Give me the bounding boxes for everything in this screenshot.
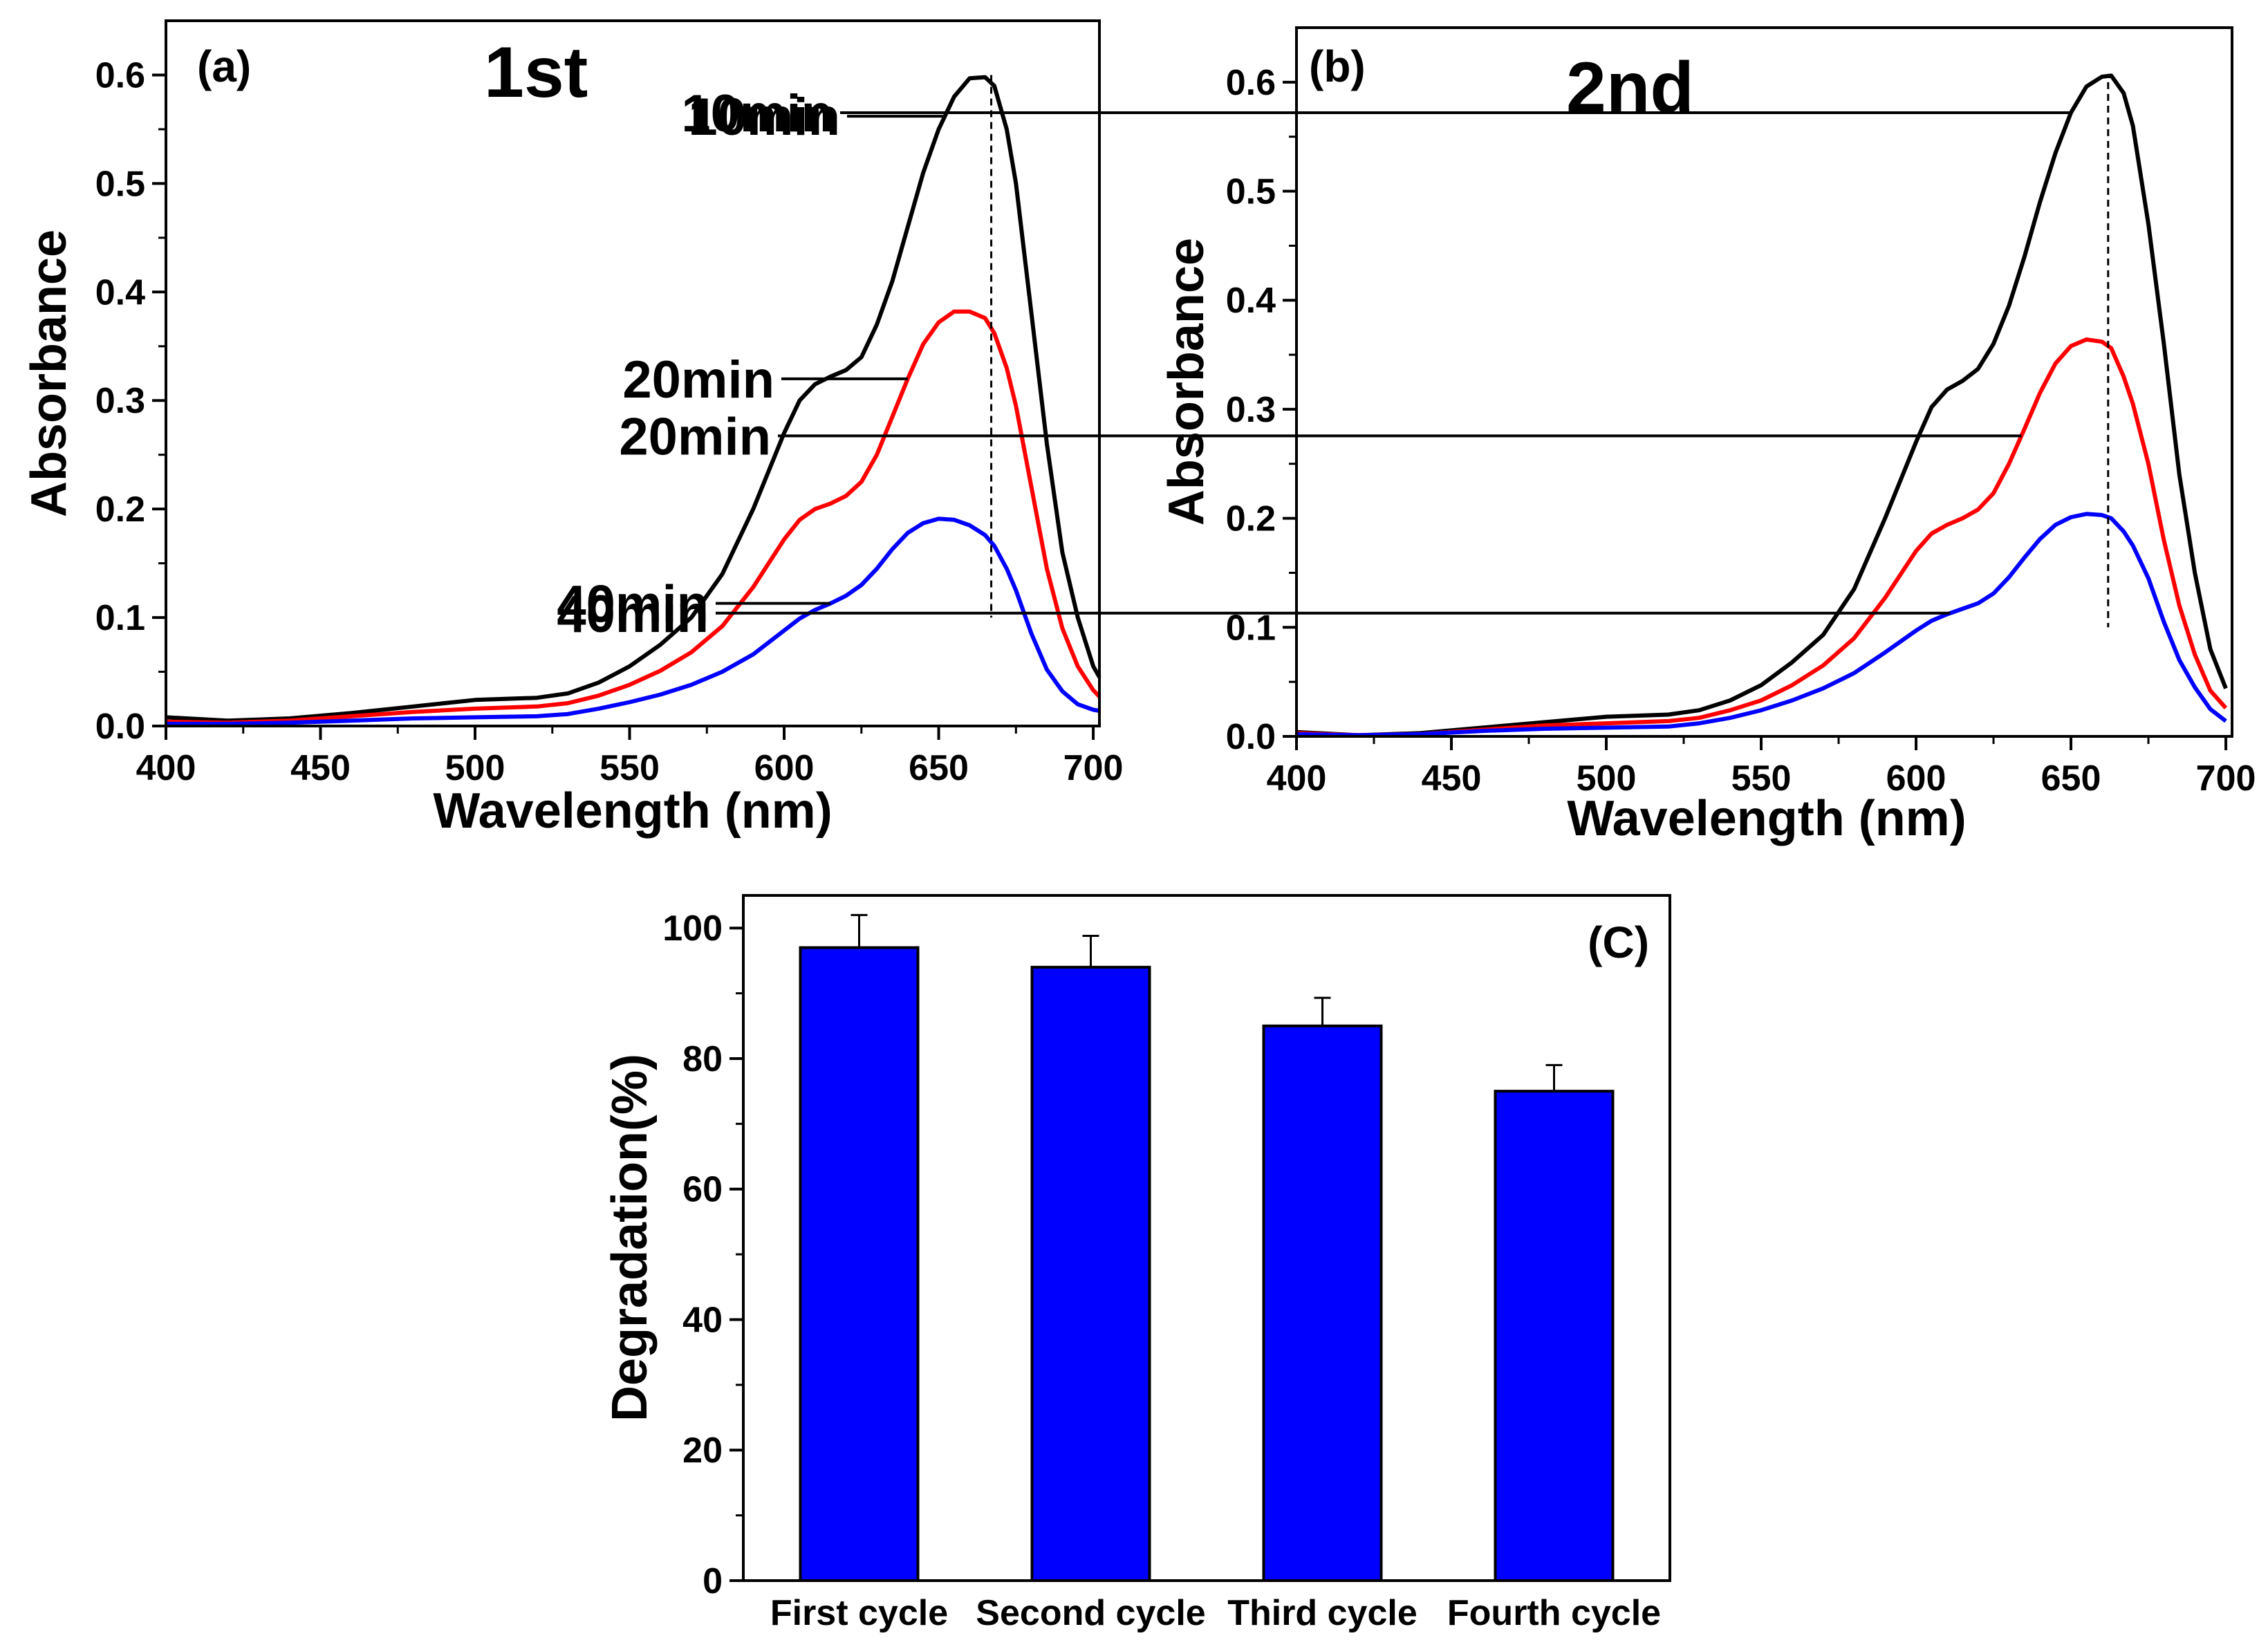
x-tick-label: 450 [1422, 759, 1482, 799]
x-tick-label: 400 [1267, 759, 1327, 799]
annotation-label-20min: 20min [622, 351, 774, 409]
series-line-10min [1296, 73, 2228, 738]
x-tick-label: 500 [1577, 759, 1637, 799]
y-axis-title: Absorbance [1159, 238, 1214, 525]
y-axis-title: Degradation(%) [602, 1054, 658, 1422]
panel-b-absorbance-2nd: 400 450 500 550 600 650 700 0.0 0.1 0.2 0.3 0.4 0.5 0… [557, 26, 2256, 846]
y-tick-label: 0.5 [1226, 172, 1276, 212]
x-tick-label: 650 [909, 748, 969, 788]
x-axis-title: Wavelength (nm) [1567, 791, 1966, 846]
x-tick-label: 600 [1886, 759, 1946, 799]
bar-4 [1494, 1090, 1615, 1582]
x-tick-label: 400 [136, 748, 196, 788]
x-tick-label: 550 [1731, 759, 1792, 799]
bar-1 [799, 946, 920, 1582]
plot-frame [165, 19, 1101, 727]
annotation-label-40min: 40min [557, 575, 709, 634]
category-label: Second cycle [976, 1593, 1205, 1633]
y-tick-label: 20 [682, 1431, 723, 1471]
bar-3 [1262, 1024, 1383, 1583]
y-tick-label: 40 [682, 1300, 723, 1340]
plot-frame [742, 894, 1671, 1582]
y-tick-label: 0 [703, 1561, 723, 1601]
panel-letter: (C) [1588, 918, 1649, 967]
y-tick-label: 0.3 [1226, 390, 1276, 430]
series-line-20min [165, 309, 1102, 725]
y-tick-label: 0.1 [95, 598, 145, 638]
bar-2 [1030, 965, 1151, 1583]
category-label: Fourth cycle [1447, 1593, 1661, 1633]
category-label: First cycle [770, 1593, 948, 1633]
x-tick-label: 500 [445, 748, 505, 788]
x-tick-label: 550 [599, 748, 660, 788]
y-tick-label: 100 [662, 909, 723, 949]
panel-c-degradation-bars: First cycle Second cycle Third cycle Fourth… [602, 894, 1671, 1633]
panel-title: 1st [484, 32, 588, 113]
x-tick-label: 700 [2196, 759, 2256, 799]
panel-a-absorbance-1st: 400 450 500 550 600 650 700 0.0 0.1 0.2 0.3 0.4 0.5 0… [21, 19, 1124, 839]
series-line-40min [1296, 512, 2227, 738]
annotation-label-10min: 10min [681, 84, 833, 143]
y-axis-title: Absorbance [21, 230, 77, 517]
y-tick-label: 60 [682, 1170, 723, 1210]
annotation-label-10min: 10min [688, 88, 840, 147]
annotation-label-40min: 40min [557, 585, 709, 644]
y-tick-label: 0.2 [1226, 499, 1276, 539]
y-tick-label: 80 [682, 1039, 723, 1079]
y-tick-label: 0.1 [1226, 608, 1276, 648]
series-line-10min [165, 75, 1102, 723]
panel-letter: (b) [1309, 41, 1366, 91]
x-tick-label: 700 [1063, 748, 1124, 788]
plot-frame [1295, 26, 2233, 738]
series-line-40min [166, 517, 1100, 726]
y-tick-label: 0.6 [95, 55, 145, 95]
x-tick-label: 650 [2041, 759, 2101, 799]
y-tick-label: 0.3 [95, 381, 145, 421]
y-tick-label: 0.0 [95, 707, 145, 747]
category-label: Third cycle [1227, 1593, 1418, 1633]
x-tick-label: 450 [290, 748, 351, 788]
y-tick-label: 0.5 [95, 164, 145, 204]
panel-letter: (a) [197, 41, 251, 91]
x-axis-title: Wavelength (nm) [433, 783, 832, 839]
series-line-20min [1296, 337, 2228, 738]
panel-title: 2nd [1566, 48, 1694, 128]
y-tick-label: 0.2 [95, 490, 145, 530]
annotation-label-20min: 20min [619, 407, 771, 466]
x-tick-label: 600 [754, 748, 815, 788]
y-tick-label: 0.6 [1226, 63, 1276, 103]
y-tick-label: 0.0 [1226, 717, 1276, 757]
y-tick-label: 0.4 [1226, 281, 1276, 321]
y-tick-label: 0.4 [95, 272, 145, 313]
